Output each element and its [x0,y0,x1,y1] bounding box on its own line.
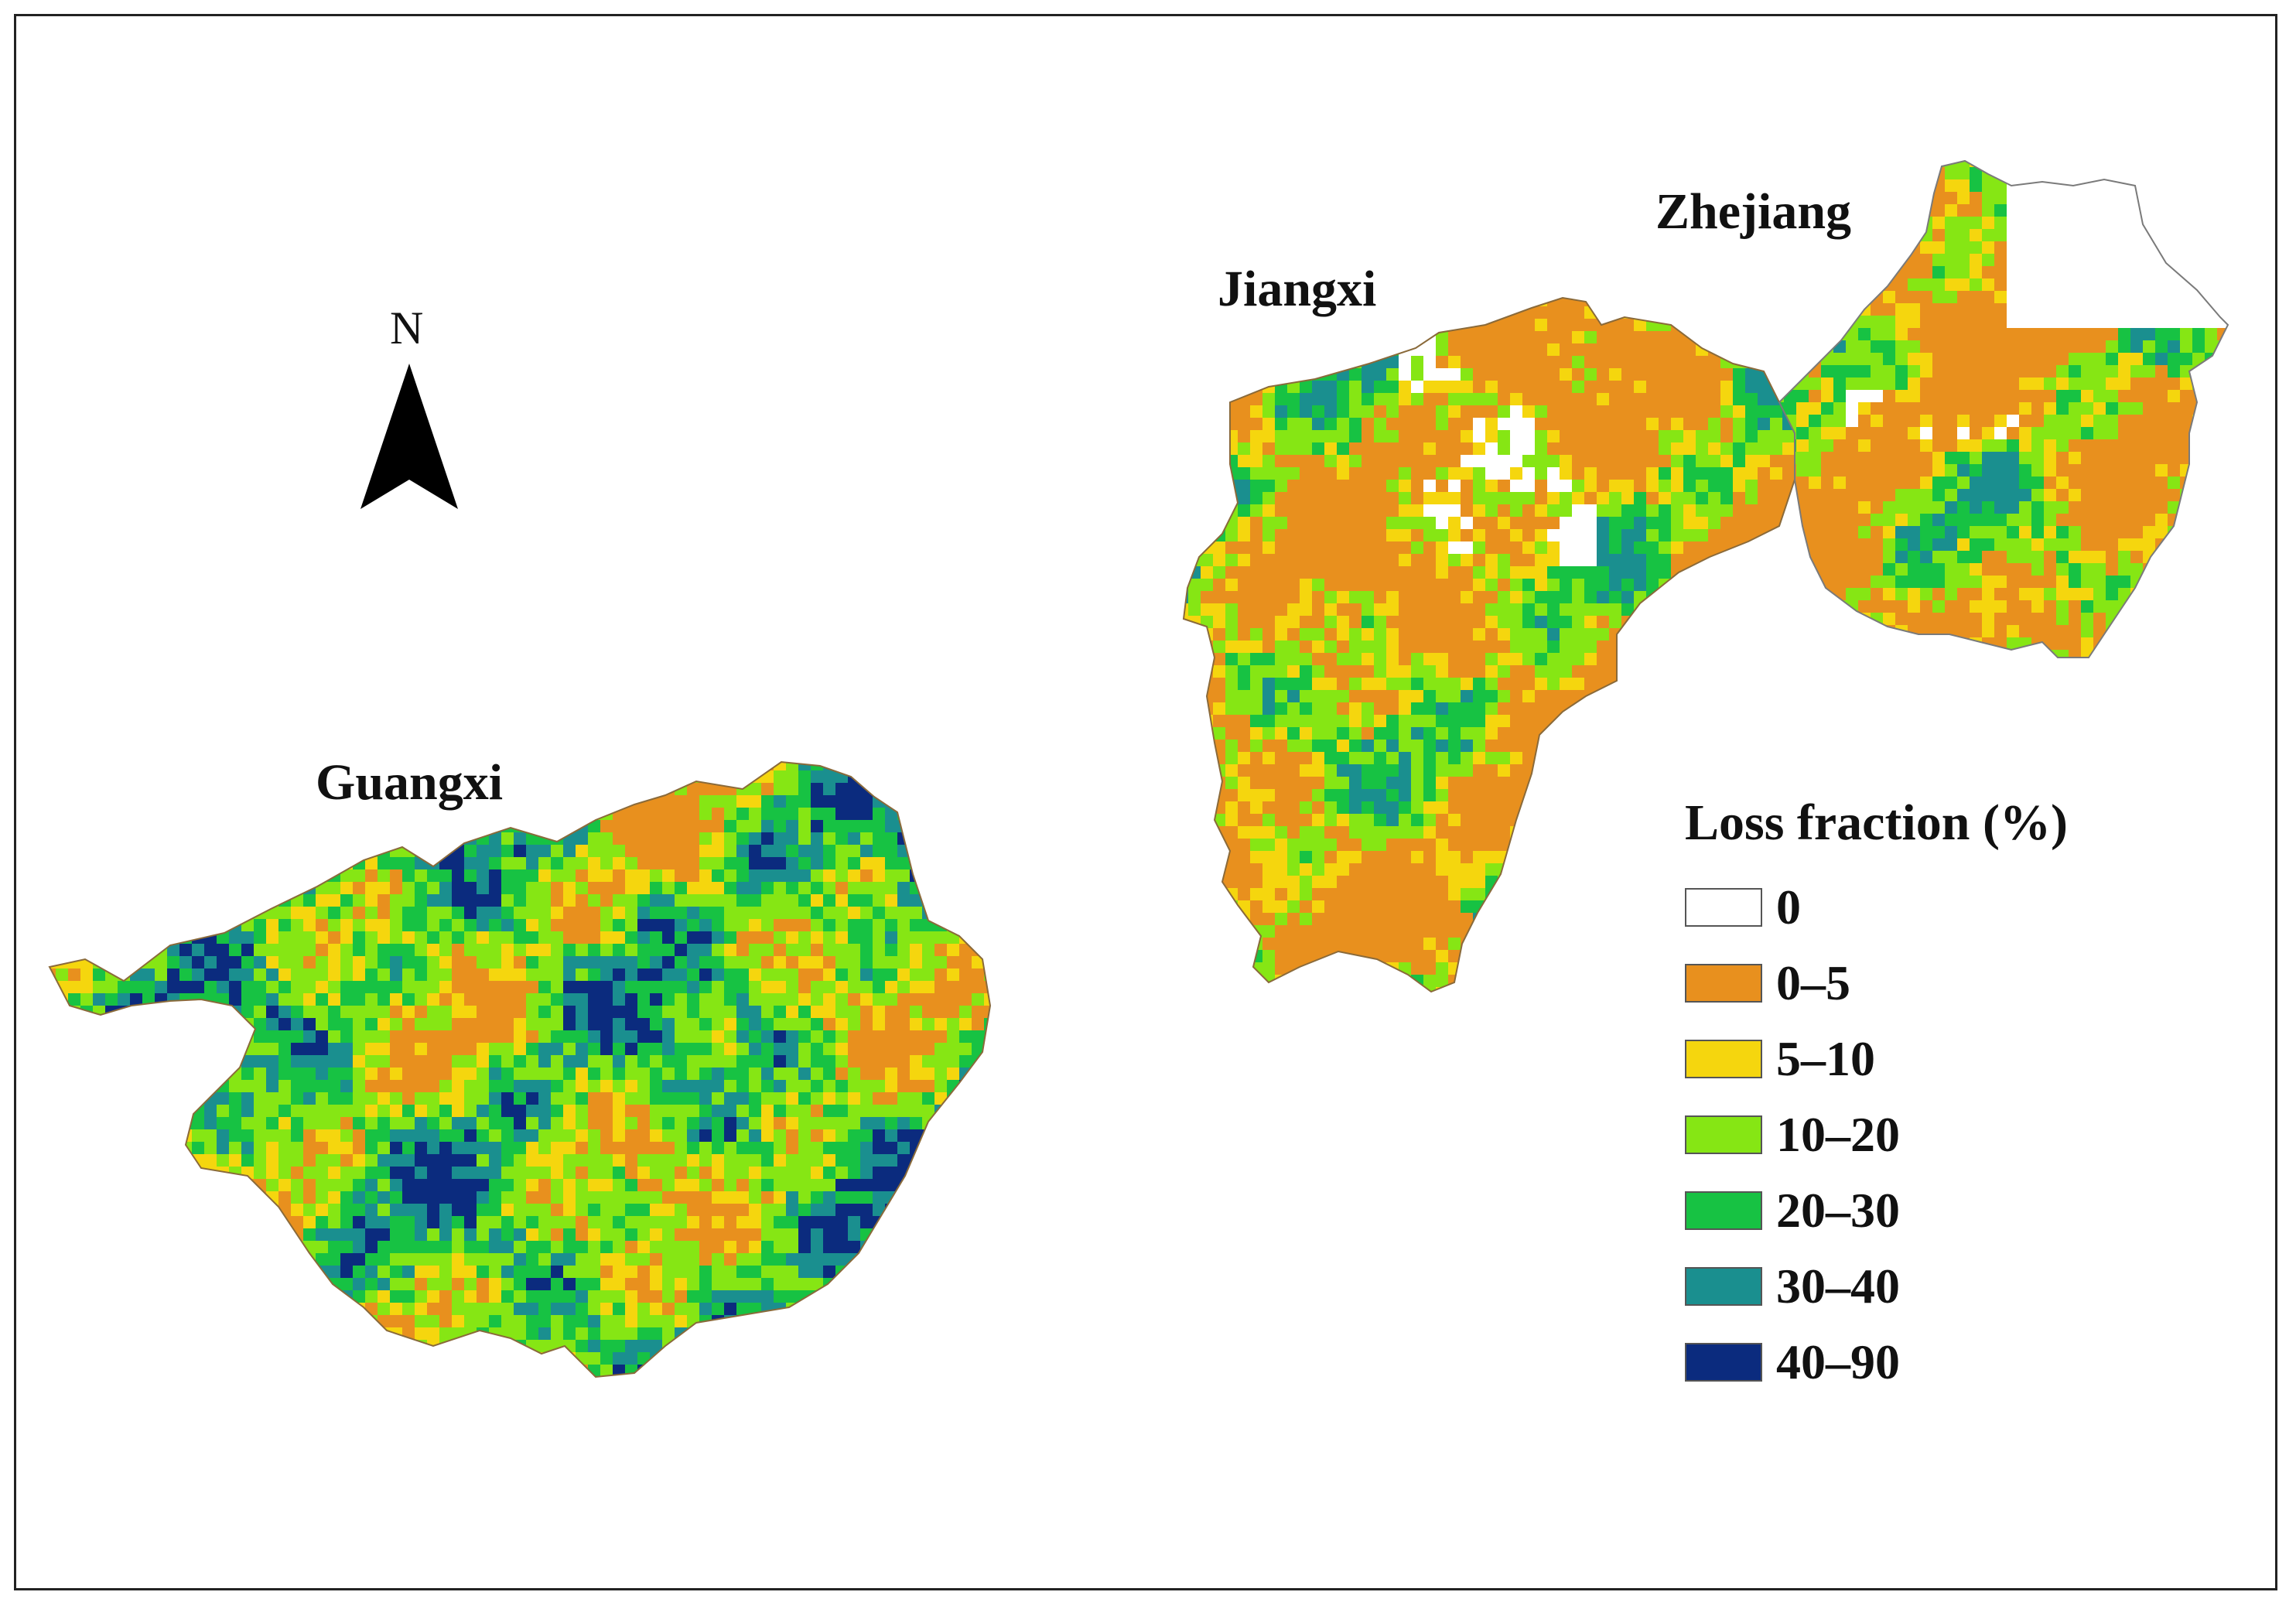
region-label-zhejiang: Zhejiang [1655,183,1852,240]
north-arrow-icon [360,364,458,509]
legend: Loss fraction (%) 0 0–5 5–10 10–20 20–30 30–4… [1685,794,2068,1400]
legend-item: 10–20 [1685,1097,2068,1173]
legend-swatch [1685,888,1762,927]
region-label-guangxi: Guangxi [316,754,504,811]
legend-label: 0 [1776,880,1801,934]
legend-swatch [1685,1040,1762,1078]
legend-item: 30–40 [1685,1249,2068,1324]
legend-items: 0 0–5 5–10 10–20 20–30 30–40 40–90 [1685,869,2068,1400]
legend-title: Loss fraction (%) [1685,794,2068,851]
legend-label: 30–40 [1776,1259,1900,1314]
legend-swatch [1685,964,1762,1003]
legend-item: 0–5 [1685,945,2068,1021]
legend-swatch [1685,1267,1762,1306]
legend-label: 0–5 [1776,955,1850,1010]
legend-swatch [1685,1115,1762,1154]
legend-label: 20–30 [1776,1183,1900,1238]
legend-label: 40–90 [1776,1334,1900,1389]
legend-item: 0 [1685,869,2068,945]
guangxi-raster [50,762,990,1377]
legend-label: 5–10 [1776,1031,1875,1086]
legend-item: 20–30 [1685,1173,2068,1249]
legend-label: 10–20 [1776,1107,1900,1162]
north-letter: N [390,302,424,354]
legend-swatch [1685,1191,1762,1230]
region-label-jiangxi: Jiangxi [1218,261,1377,317]
legend-swatch [1685,1343,1762,1382]
legend-item: 5–10 [1685,1021,2068,1097]
legend-item: 40–90 [1685,1324,2068,1400]
